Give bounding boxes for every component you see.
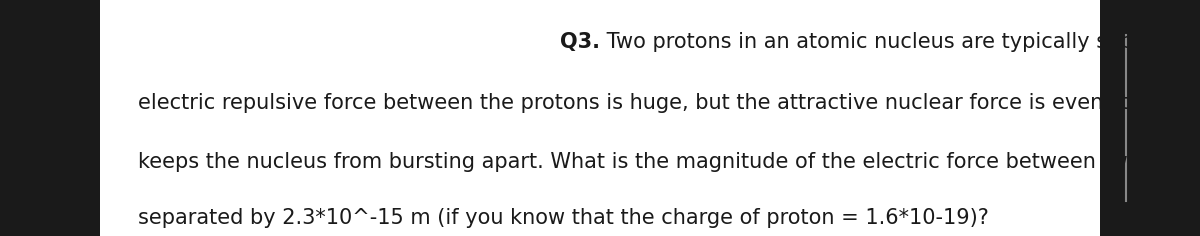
Text: Q3.: Q3. [560, 33, 600, 52]
Text: separated by 2.3*10^-15 m (if you know that the charge of proton = 1.6*10-19)?: separated by 2.3*10^-15 m (if you know t… [138, 208, 989, 228]
Bar [100, 0, 1100, 236]
Text: keeps the nucleus from bursting apart. What is the magnitude of the electric for: keeps the nucleus from bursting apart. W… [138, 152, 1200, 172]
Text: Two protons in an atomic nucleus are typically sepa- rated by a distance of 2.3*: Two protons in an atomic nucleus are typ… [600, 33, 1200, 52]
Text: electric repulsive force between the protons is huge, but the attractive nuclear: electric repulsive force between the pro… [138, 93, 1200, 113]
